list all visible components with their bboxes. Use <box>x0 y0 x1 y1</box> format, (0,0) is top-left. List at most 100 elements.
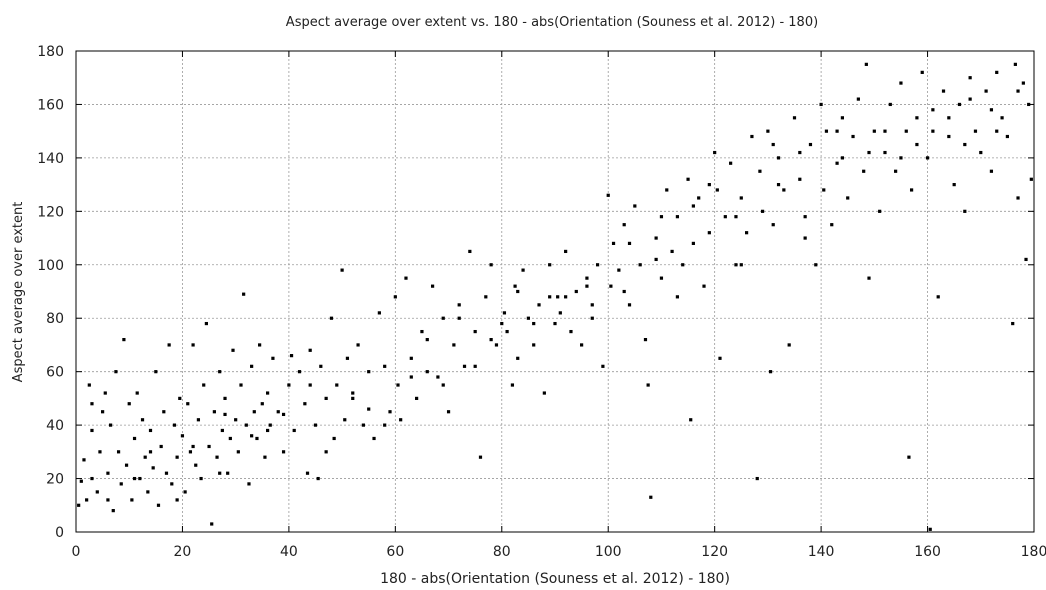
data-point <box>532 321 536 326</box>
data-point <box>162 410 166 414</box>
data-point <box>537 303 541 307</box>
data-point <box>430 284 435 288</box>
data-point <box>281 450 286 454</box>
data-point <box>532 343 536 347</box>
data-point <box>441 383 445 387</box>
data-point <box>654 236 658 240</box>
data-point <box>867 276 871 280</box>
data-point <box>287 383 291 387</box>
data-point <box>995 129 999 133</box>
data-point <box>194 463 198 467</box>
data-point <box>558 311 562 315</box>
data-point <box>313 423 318 427</box>
data-point <box>936 295 940 299</box>
data-point <box>840 156 844 160</box>
data-point <box>904 129 908 133</box>
data-point <box>713 150 717 155</box>
data-point <box>963 142 967 147</box>
data-point <box>729 161 733 165</box>
data-point <box>255 436 259 441</box>
data-point <box>830 223 834 227</box>
data-point <box>928 527 932 531</box>
data-point <box>585 284 589 288</box>
data-point <box>771 223 775 227</box>
data-point <box>1016 89 1020 93</box>
data-point <box>601 364 605 368</box>
data-point <box>697 196 701 200</box>
x-tick-label: 20 <box>174 544 192 560</box>
data-point <box>846 196 850 200</box>
data-point <box>920 70 924 74</box>
data-point <box>1024 257 1028 262</box>
y-tick-label: 20 <box>46 472 64 488</box>
data-point <box>383 423 387 427</box>
data-point <box>643 338 648 342</box>
data-point <box>156 503 161 507</box>
data-point <box>207 444 211 449</box>
data-point <box>590 316 594 320</box>
data-point <box>180 434 185 438</box>
data-point <box>164 471 169 475</box>
data-point <box>835 129 839 133</box>
data-point <box>734 263 738 267</box>
data-point <box>242 292 246 296</box>
data-point <box>297 370 302 374</box>
data-point <box>319 364 323 368</box>
data-point <box>883 129 887 133</box>
data-point <box>372 436 376 441</box>
data-point <box>862 169 866 173</box>
data-point <box>127 402 131 406</box>
data-point <box>681 263 685 267</box>
data-point <box>303 402 307 406</box>
data-point <box>989 108 994 112</box>
data-point <box>130 498 134 502</box>
data-point <box>564 249 568 254</box>
data-point <box>888 102 892 107</box>
data-point <box>516 289 520 294</box>
data-point <box>124 463 129 467</box>
data-point <box>1016 196 1020 200</box>
data-point <box>473 364 477 368</box>
data-point <box>266 428 270 433</box>
data-point <box>425 370 429 374</box>
data-point <box>872 129 876 133</box>
data-point <box>135 391 139 395</box>
data-point <box>1000 116 1004 120</box>
data-point <box>409 375 413 379</box>
data-point <box>457 303 461 307</box>
data-point <box>622 289 626 294</box>
data-point <box>627 303 632 307</box>
data-point <box>776 183 781 187</box>
data-point <box>715 188 719 192</box>
data-point <box>218 471 222 475</box>
data-point <box>220 428 224 433</box>
data-point <box>755 476 759 481</box>
data-point <box>1011 321 1015 326</box>
data-point <box>814 263 818 267</box>
data-point <box>665 188 669 192</box>
data-point <box>114 370 118 374</box>
data-point <box>258 343 262 347</box>
data-point <box>758 169 762 173</box>
data-point <box>798 177 802 181</box>
data-point <box>883 150 887 155</box>
data-point <box>281 412 286 417</box>
y-axis-label: Aspect average over extent <box>11 202 26 383</box>
data-point <box>595 263 600 267</box>
data-point <box>510 383 515 387</box>
data-point <box>186 402 190 406</box>
data-point <box>457 316 461 320</box>
data-point <box>90 402 94 406</box>
data-point <box>103 391 107 395</box>
data-point <box>154 370 158 374</box>
data-point <box>622 223 626 227</box>
data-point <box>263 455 267 459</box>
data-point <box>659 215 664 219</box>
data-point <box>819 102 823 107</box>
data-point <box>98 450 102 454</box>
data-point <box>707 231 711 235</box>
data-point <box>324 450 328 454</box>
data-point <box>963 209 967 213</box>
data-point <box>526 316 530 320</box>
data-point <box>271 356 275 360</box>
